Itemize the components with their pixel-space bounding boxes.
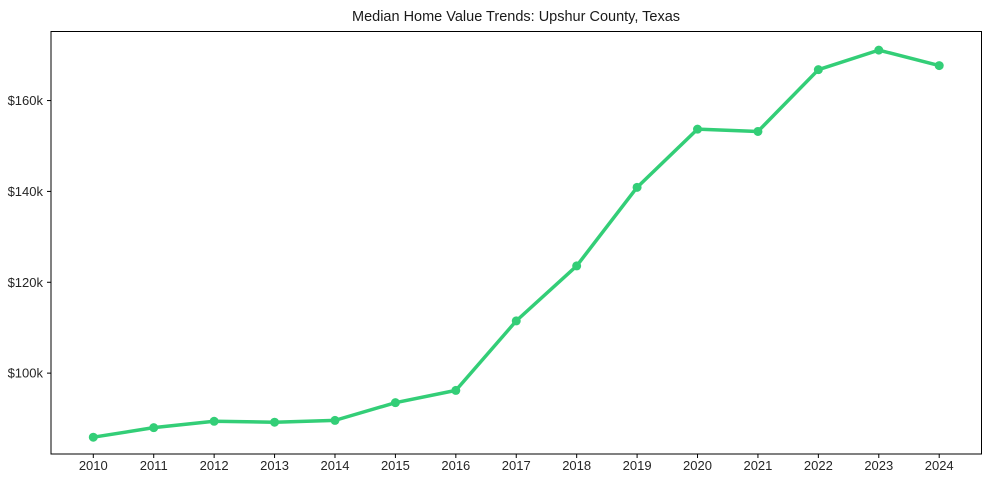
x-tick-label: 2018	[562, 458, 591, 473]
data-point-marker	[934, 61, 944, 71]
trend-line	[91, 48, 941, 439]
data-point-marker	[451, 385, 461, 395]
data-point-marker	[753, 126, 763, 136]
x-tick-label: 2012	[200, 458, 229, 473]
x-tick-label: 2016	[441, 458, 470, 473]
data-point-marker	[511, 316, 521, 326]
x-tick-label: 2024	[925, 458, 954, 473]
x-tick-label: 2015	[381, 458, 410, 473]
y-tick-label: $140k	[8, 184, 44, 199]
data-point-marker	[632, 182, 642, 192]
y-tick-label: $120k	[8, 275, 44, 290]
x-tick-label: 2010	[79, 458, 108, 473]
x-tick-label: 2017	[502, 458, 531, 473]
x-tick-label: 2021	[743, 458, 772, 473]
data-point-marker	[88, 432, 98, 442]
y-tick-label: $160k	[8, 93, 44, 108]
x-tick-label: 2019	[623, 458, 652, 473]
axes-spine-box	[50, 31, 982, 455]
data-point-marker	[390, 398, 400, 408]
data-point-marker	[209, 416, 219, 426]
x-tick-label: 2020	[683, 458, 712, 473]
data-point-marker	[874, 45, 884, 55]
data-point-marker	[813, 65, 823, 75]
x-tick-label: 2014	[321, 458, 350, 473]
x-tick-label: 2013	[260, 458, 289, 473]
data-point-marker	[330, 415, 340, 425]
x-tick-label: 2022	[804, 458, 833, 473]
x-tick-label: 2023	[864, 458, 893, 473]
data-point-marker	[572, 261, 582, 271]
data-point-marker	[693, 124, 703, 134]
chart-title: Median Home Value Trends: Upshur County,…	[352, 9, 680, 25]
y-tick-label: $100k	[8, 366, 44, 381]
x-tick-label: 2011	[140, 458, 168, 473]
data-point-marker	[149, 423, 159, 433]
data-point-marker	[270, 417, 280, 427]
plot-area: 2010 2011 2012 2013 2014 2015 2016 2017 2018 2019…	[8, 31, 982, 473]
